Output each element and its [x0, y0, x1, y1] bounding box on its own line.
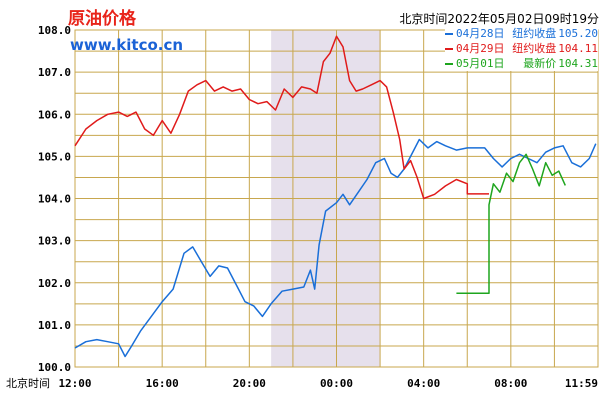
series-line-1 — [74, 35, 489, 200]
legend: 04月28日 纽约收盘 105.20 04月29日 纽约收盘 104.11 05… — [445, 26, 598, 71]
y-tick-label: 104.0 — [38, 193, 71, 206]
legend-value: 104.31 — [558, 57, 598, 70]
legend-date: 04月29日 — [456, 42, 505, 55]
y-tick-label: 107.0 — [38, 66, 71, 79]
legend-date: 05月01日 — [456, 57, 505, 70]
y-tick-label: 108.0 — [38, 24, 71, 37]
series-line-0 — [74, 138, 597, 358]
y-tick-label: 106.0 — [38, 108, 71, 121]
plot-border — [74, 29, 599, 368]
x-tick-label: 00:00 — [320, 377, 353, 390]
legend-label: 最新价 — [523, 57, 557, 70]
y-tick-label: 100.0 — [38, 361, 71, 374]
x-tick-label: 11:59 — [565, 377, 598, 390]
legend-item-0: 04月28日 纽约收盘 105.20 — [445, 26, 598, 41]
legend-swatch — [445, 62, 453, 65]
series-line-2 — [456, 153, 566, 295]
legend-label: 纽约收盘 — [512, 42, 557, 55]
legend-value: 104.11 — [558, 42, 598, 55]
y-tick-label: 101.0 — [38, 319, 71, 332]
legend-swatch — [445, 32, 453, 35]
y-tick-label: 102.0 — [38, 277, 71, 290]
x-axis-label: 北京时间 — [6, 376, 50, 390]
chart-title: 原油价格 — [68, 9, 136, 29]
legend-item-1: 04月29日 纽约收盘 104.11 — [445, 41, 598, 56]
site-link[interactable]: www.kitco.cn — [70, 36, 184, 54]
y-tick-label: 103.0 — [38, 235, 71, 248]
legend-swatch — [445, 47, 453, 50]
y-tick-label: 105.0 — [38, 150, 71, 163]
x-tick-label: 12:00 — [58, 377, 91, 390]
legend-label: 纽约收盘 — [512, 27, 557, 40]
legend-date: 04月28日 — [456, 27, 505, 40]
x-tick-label: 08:00 — [494, 377, 527, 390]
timestamp: 北京时间2022年05月02日09时19分 — [399, 12, 599, 26]
legend-value: 105.20 — [558, 27, 598, 40]
x-tick-label: 04:00 — [407, 377, 440, 390]
x-tick-label: 16:00 — [146, 377, 179, 390]
x-tick-label: 20:00 — [233, 377, 266, 390]
legend-item-2: 05月01日 最新价 104.31 — [445, 56, 598, 71]
